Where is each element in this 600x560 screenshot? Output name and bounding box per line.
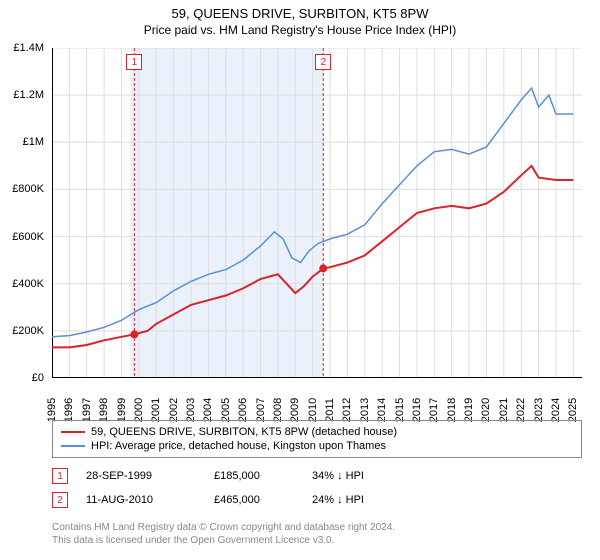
chart-title-address: 59, QUEENS DRIVE, SURBITON, KT5 8PW [0, 0, 600, 21]
x-tick-label: 2017 [428, 398, 440, 422]
legend-swatch-price [61, 431, 85, 433]
x-tick-label: 2007 [255, 398, 267, 422]
x-axis-labels: 1995199619971998199920002001200220032004… [52, 380, 582, 416]
y-tick-label: £1.2M [13, 89, 44, 101]
sale-price: £465,000 [214, 494, 294, 506]
x-tick-label: 2018 [446, 398, 458, 422]
event-marker-1: 1 [126, 54, 142, 70]
x-tick-label: 2019 [463, 398, 475, 422]
x-tick-label: 2015 [394, 398, 406, 422]
legend-swatch-hpi [61, 445, 85, 447]
sale-row: 2 11-AUG-2010 £465,000 24% ↓ HPI [52, 488, 582, 512]
sale-row: 1 28-SEP-1999 £185,000 34% ↓ HPI [52, 464, 582, 488]
x-tick-label: 1996 [63, 398, 75, 422]
x-tick-label: 2009 [289, 398, 301, 422]
y-tick-label: £600K [12, 231, 44, 243]
x-tick-label: 2006 [237, 398, 249, 422]
x-tick-label: 1999 [116, 398, 128, 422]
chart-title-sub: Price paid vs. HM Land Registry's House … [0, 21, 600, 37]
x-tick-label: 2024 [550, 398, 562, 422]
x-tick-label: 1998 [98, 398, 110, 422]
sale-price: £185,000 [214, 470, 294, 482]
footnote-line1: Contains HM Land Registry data © Crown c… [52, 522, 582, 535]
x-tick-label: 2001 [150, 398, 162, 422]
chart-plot-area: 12 [52, 48, 582, 378]
x-tick-label: 2012 [341, 398, 353, 422]
sale-date: 11-AUG-2010 [86, 494, 196, 506]
sale-table: 1 28-SEP-1999 £185,000 34% ↓ HPI 2 11-AU… [52, 464, 582, 512]
chart-svg [52, 48, 582, 378]
x-tick-label: 2010 [307, 398, 319, 422]
y-tick-label: £200K [12, 325, 44, 337]
legend-row: HPI: Average price, detached house, King… [61, 439, 573, 453]
x-tick-label: 2004 [202, 398, 214, 422]
x-tick-label: 2021 [498, 398, 510, 422]
event-marker-2: 2 [315, 54, 331, 70]
x-tick-label: 2025 [567, 398, 579, 422]
y-axis-labels: £0£200K£400K£600K£800K£1M£1.2M£1.4M [0, 48, 48, 378]
x-tick-label: 2011 [324, 398, 336, 422]
y-tick-label: £0 [32, 372, 44, 384]
y-tick-label: £1M [23, 136, 44, 148]
x-tick-label: 2023 [533, 398, 545, 422]
x-tick-label: 2013 [359, 398, 371, 422]
x-tick-label: 2020 [480, 398, 492, 422]
sale-pct: 24% ↓ HPI [312, 494, 422, 506]
footnote: Contains HM Land Registry data © Crown c… [52, 522, 582, 547]
y-tick-label: £800K [12, 183, 44, 195]
legend-label-price: 59, QUEENS DRIVE, SURBITON, KT5 8PW (det… [91, 426, 397, 438]
x-tick-label: 1997 [81, 398, 93, 422]
x-tick-label: 2016 [411, 398, 423, 422]
figure-container: 59, QUEENS DRIVE, SURBITON, KT5 8PW Pric… [0, 0, 600, 560]
legend-row: 59, QUEENS DRIVE, SURBITON, KT5 8PW (det… [61, 425, 573, 439]
x-tick-label: 1995 [46, 398, 58, 422]
legend-label-hpi: HPI: Average price, detached house, King… [91, 440, 386, 452]
x-tick-label: 2000 [133, 398, 145, 422]
y-tick-label: £400K [12, 278, 44, 290]
x-tick-label: 2008 [272, 398, 284, 422]
x-tick-label: 2005 [220, 398, 232, 422]
x-tick-label: 2003 [185, 398, 197, 422]
footnote-line2: This data is licensed under the Open Gov… [52, 535, 582, 548]
x-tick-label: 2002 [168, 398, 180, 422]
sale-pct: 34% ↓ HPI [312, 470, 422, 482]
y-tick-label: £1.4M [13, 42, 44, 54]
sale-marker-2: 2 [52, 492, 68, 508]
legend-box: 59, QUEENS DRIVE, SURBITON, KT5 8PW (det… [52, 420, 582, 458]
x-tick-label: 2014 [376, 398, 388, 422]
x-tick-label: 2022 [515, 398, 527, 422]
sale-date: 28-SEP-1999 [86, 470, 196, 482]
sale-marker-1: 1 [52, 468, 68, 484]
